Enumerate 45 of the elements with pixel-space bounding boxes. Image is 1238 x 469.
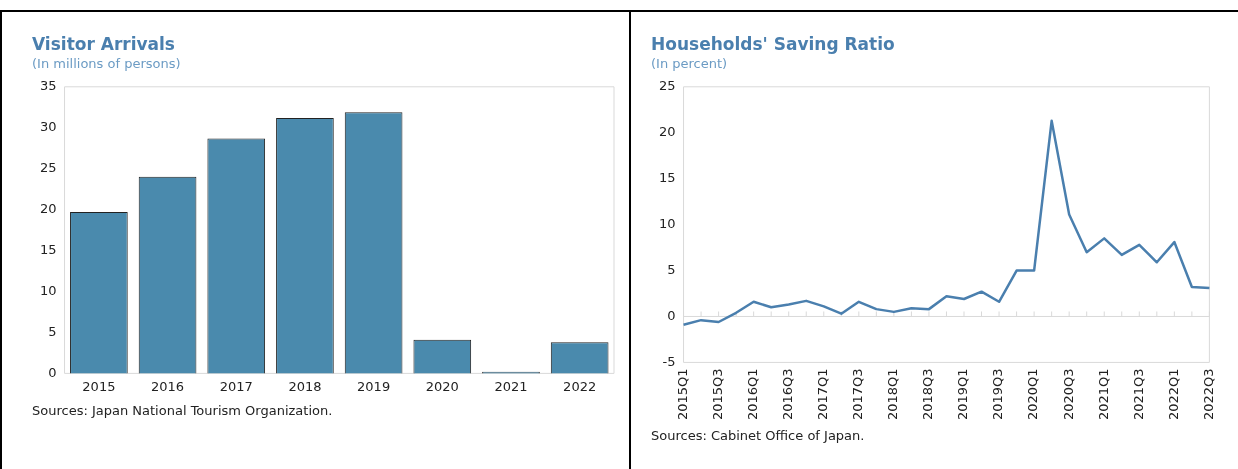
y-tick-label: 5: [48, 323, 57, 339]
y-tick-label: 35: [40, 78, 57, 94]
y-tick-label: 10: [40, 282, 57, 298]
y-tick-label: 20: [659, 124, 676, 140]
y-tick-label: 5: [667, 261, 676, 277]
x-tick-label: 2015Q3: [709, 368, 725, 421]
x-tick-label: 2021: [494, 378, 528, 394]
x-tick-label: 2022Q3: [1200, 368, 1216, 421]
x-tick-label: 2019: [357, 378, 391, 394]
x-tick-label: 2019Q1: [955, 368, 971, 421]
chart-title: Visitor Arrivals: [32, 34, 176, 54]
x-tick-label: 2022Q1: [1165, 368, 1181, 421]
y-tick-label: 0: [48, 364, 57, 380]
y-tick-label: -5: [662, 353, 676, 369]
y-tick-label: 15: [40, 241, 57, 257]
y-tick-label: 0: [667, 307, 676, 323]
y-tick-label: 25: [40, 160, 57, 176]
y-tick-label: 20: [40, 201, 57, 216]
y-tick-label: 25: [659, 78, 676, 94]
x-tick-label: 2021Q1: [1095, 368, 1111, 421]
source-note: Sources: Cabinet Office of Japan.: [651, 428, 866, 443]
x-tick-label: 2020Q3: [1060, 368, 1076, 421]
x-tick-label: 2018: [288, 378, 322, 394]
y-tick-label: 15: [659, 170, 676, 186]
x-tick-label: 2018Q1: [885, 368, 901, 421]
y-tick-label: 30: [40, 119, 57, 135]
x-tick-label: 2016Q3: [780, 368, 796, 421]
x-tick-label: 2018Q3: [920, 368, 936, 421]
x-tick-label: 2021Q3: [1130, 368, 1146, 421]
x-tick-label: 2015: [82, 378, 116, 394]
x-tick-label: 2016Q1: [745, 368, 761, 421]
x-tick-label: 2020: [425, 378, 459, 394]
source-note: Sources: Japan National Tourism Organization.: [32, 403, 334, 418]
x-tick-label: 2017Q1: [815, 368, 831, 421]
x-tick-label: 2020Q1: [1025, 368, 1041, 421]
x-tick-label: 2019Q3: [990, 368, 1006, 421]
x-tick-label: 2016: [151, 378, 185, 394]
x-tick-label: 2015Q1: [674, 368, 690, 421]
y-tick-label: 10: [659, 215, 676, 231]
chart-subtitle: (In millions of persons): [32, 56, 182, 71]
chart-subtitle: (In percent): [651, 56, 729, 71]
x-tick-label: 2017Q3: [850, 368, 866, 421]
chart-title: Households' Saving Ratio: [651, 34, 896, 54]
x-tick-label: 2017: [219, 378, 253, 394]
x-tick-label: 2022: [563, 378, 597, 394]
